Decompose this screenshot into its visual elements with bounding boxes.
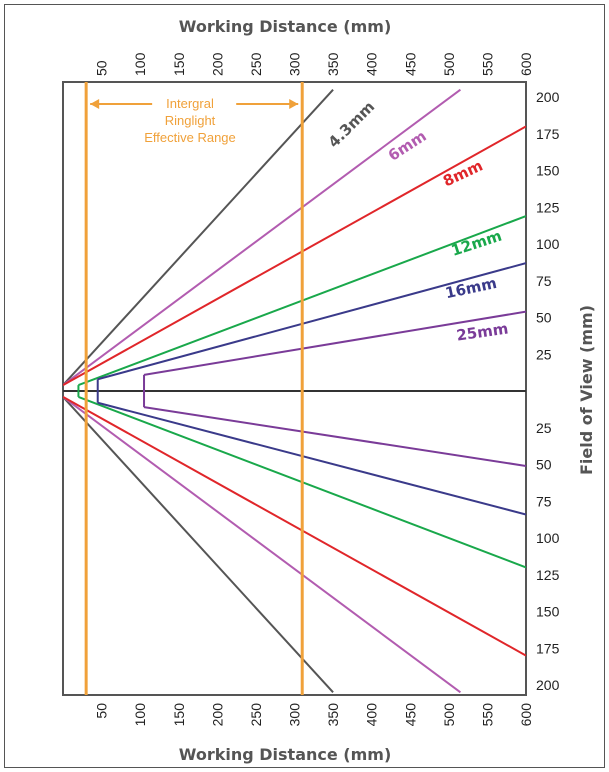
lens-line-upper-6mm xyxy=(63,88,462,386)
ringlight-range-label: Intergral Ringlight Effective Range xyxy=(144,96,236,145)
x-tick-bottom-400: 400 xyxy=(364,703,380,727)
y-axis-title: Field of View (mm) xyxy=(577,305,596,475)
x-axis-title-bottom: Working Distance (mm) xyxy=(179,745,392,764)
lens-label-4.3mm: 4.3mm xyxy=(325,98,379,152)
x-tick-bottom-550: 550 xyxy=(479,703,495,727)
x-tick-top-250: 250 xyxy=(248,52,264,76)
x-tick-top-200: 200 xyxy=(209,52,225,76)
plot-border xyxy=(62,81,527,696)
x-tick-bottom-250: 250 xyxy=(248,703,264,727)
x-tick-bottom-50: 50 xyxy=(94,703,110,719)
y-tick-lower-100: 100 xyxy=(536,530,560,546)
y-tick-lower-25: 25 xyxy=(536,420,552,436)
lens-label-25mm: 25mm xyxy=(455,320,509,345)
y-tick-lower-150: 150 xyxy=(536,604,560,620)
x-axis-title-top: Working Distance (mm) xyxy=(179,17,392,36)
plot-area: 50 50 100 100 150 150 200 200 250 250 300 300 350 350… xyxy=(62,52,560,727)
lens-line-lower-8mm xyxy=(63,396,526,657)
y-tick-upper-200: 200 xyxy=(536,89,560,105)
lens-line-upper-4.3mm xyxy=(63,88,334,386)
y-tick-upper-50: 50 xyxy=(536,310,552,326)
lens-label-6mm: 6mm xyxy=(385,127,430,165)
lens-line-upper-16mm xyxy=(97,262,526,381)
x-tick-top-450: 450 xyxy=(402,52,418,76)
lens-line-upper-25mm xyxy=(143,310,526,376)
y-tick-upper-75: 75 xyxy=(536,273,552,289)
x-tick-bottom-500: 500 xyxy=(441,703,457,727)
y-tick-upper-175: 175 xyxy=(536,126,560,142)
lens-line-lower-4.3mm xyxy=(63,396,334,694)
x-tick-bottom-600: 600 xyxy=(518,703,534,727)
x-tick-bottom-300: 300 xyxy=(287,703,303,727)
lens-line-lower-6mm xyxy=(63,396,462,694)
y-tick-lower-200: 200 xyxy=(536,677,560,693)
x-tick-bottom-350: 350 xyxy=(325,703,341,727)
ringlight-label-line-1: Intergral xyxy=(166,96,214,111)
y-tick-upper-25: 25 xyxy=(536,346,552,362)
x-tick-top-600: 600 xyxy=(518,52,534,76)
x-tick-top-400: 400 xyxy=(364,52,380,76)
y-tick-upper-150: 150 xyxy=(536,163,560,179)
x-tick-bottom-200: 200 xyxy=(209,703,225,727)
chart-frame xyxy=(4,4,605,768)
lens-line-lower-25mm xyxy=(143,406,526,467)
ringlight-arrow-right-head xyxy=(289,99,299,109)
lens-label-16mm: 16mm xyxy=(444,274,499,302)
x-tick-bottom-450: 450 xyxy=(402,703,418,727)
x-tick-top-550: 550 xyxy=(479,52,495,76)
x-tick-top-150: 150 xyxy=(171,52,187,76)
y-tick-upper-100: 100 xyxy=(536,236,560,252)
x-tick-bottom-100: 100 xyxy=(132,703,148,727)
y-tick-lower-50: 50 xyxy=(536,457,552,473)
y-tick-lower-125: 125 xyxy=(536,567,560,583)
x-tick-bottom-150: 150 xyxy=(171,703,187,727)
ringlight-arrow-left-head xyxy=(90,99,100,109)
x-tick-top-300: 300 xyxy=(287,52,303,76)
lens-label-12mm: 12mm xyxy=(449,227,504,260)
y-tick-upper-125: 125 xyxy=(536,199,560,215)
ringlight-label-line-3: Effective Range xyxy=(144,130,236,145)
x-tick-top-500: 500 xyxy=(441,52,457,76)
x-tick-top-50: 50 xyxy=(94,60,110,76)
x-tick-top-100: 100 xyxy=(132,52,148,76)
lens-line-upper-8mm xyxy=(63,125,526,386)
y-tick-lower-175: 175 xyxy=(536,640,560,656)
lens-line-lower-16mm xyxy=(97,401,526,516)
ringlight-label-line-2: Ringlight xyxy=(165,113,216,128)
x-tick-top-350: 350 xyxy=(325,52,341,76)
y-tick-lower-75: 75 xyxy=(536,493,552,509)
